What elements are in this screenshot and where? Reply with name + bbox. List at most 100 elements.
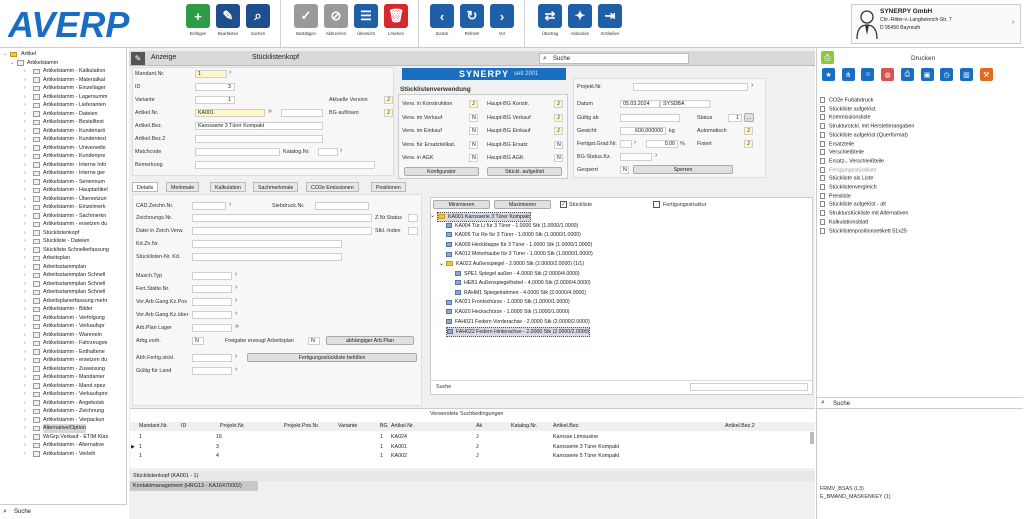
print-report-item[interactable]: Ersatz-, Verschleißteile (820, 157, 884, 164)
table-cell[interactable]: J (476, 434, 479, 440)
tree-item[interactable]: › Artikelstamm - Universelle (0, 144, 126, 153)
print-report-item[interactable]: Preisliste (820, 192, 851, 199)
tree-item[interactable]: › Arbeitsplan (0, 254, 126, 263)
toolbar-button-check[interactable]: ✓ Bestätigen (291, 4, 321, 44)
print-report-item[interactable]: CO2e Fußabdruck (820, 97, 873, 103)
double-chevron-icon[interactable]: » (268, 108, 272, 115)
tree-item[interactable]: › Alternative/Option (0, 424, 126, 433)
matchcode-field[interactable] (195, 148, 280, 156)
chevron-down-icon[interactable]: ⌄ (3, 51, 8, 57)
chevron-right-icon[interactable]: › (24, 187, 26, 193)
tree-item[interactable]: › Arbeitsstammplan Schnell (0, 280, 126, 289)
chevron-right-icon[interactable]: › (235, 366, 238, 373)
tree-item[interactable]: › Artikelstamm - Lieferanten (0, 101, 126, 110)
print-report-item[interactable]: Stückliste aufgelöst - alt (820, 201, 886, 208)
tree-item[interactable]: › Artikelstamm - Verkaufspre (0, 390, 126, 399)
verwendung-field[interactable]: N (469, 113, 478, 122)
artikelnr-extra-field[interactable] (281, 109, 323, 117)
tree-item[interactable]: › Artikelstamm - Zuweisung (0, 365, 126, 374)
print-report-item[interactable]: Stückliste aufgelöst (Querformat) (820, 131, 908, 138)
tree-item[interactable]: › Artikelstamm - Verleih (0, 450, 126, 459)
double-chevron-icon[interactable]: » (235, 323, 239, 330)
tree-item[interactable]: › Stückliste Schnellerfassung (0, 246, 126, 255)
people-icon[interactable]: ☺ (861, 68, 875, 81)
tree-item[interactable]: › Artikelstamm - Verkaufspr (0, 322, 126, 331)
chevron-right-icon[interactable]: › (1012, 19, 1015, 26)
tree-item[interactable]: › Artikelstamm - Einzellager (0, 84, 126, 93)
tree-item[interactable]: › Artikelstamm - ersetzen du (0, 220, 126, 229)
print-search-input[interactable]: ⌕ Suche (817, 397, 1023, 409)
bemerkung-field[interactable] (195, 161, 375, 169)
chevron-right-icon[interactable]: › (24, 221, 26, 227)
gueltig-land-field[interactable] (192, 367, 232, 375)
toolbar-button-pencil[interactable]: ✎ Bearbeiten (213, 4, 243, 44)
fertigst-percent-field[interactable]: 0,00 (646, 140, 678, 148)
chevron-right-icon[interactable]: › (24, 85, 26, 91)
bom-tree-item[interactable]: KA021 Frontschürze - 1.0000 Stk (1.0000/… (446, 298, 570, 306)
tree-item[interactable]: › Artikelstamm - Hauptartikel (0, 186, 126, 195)
arbplan-field[interactable] (192, 324, 232, 332)
tree-search-input[interactable]: ⌕ Suche (0, 504, 127, 519)
bom-search-input[interactable] (690, 383, 808, 391)
tree-item[interactable]: › Arbeitsstammplan Schnell (0, 271, 126, 280)
chevron-right-icon[interactable]: › (24, 306, 26, 312)
bom-tree-item[interactable]: KA020 Heckschürze - 1.0000 Stk (1.0000/1… (446, 308, 569, 316)
chevron-right-icon[interactable]: › (24, 280, 26, 287)
header-search-input[interactable]: ⌕ Suche (539, 53, 689, 64)
chevron-right-icon[interactable]: › (24, 365, 26, 372)
chevron-right-icon[interactable]: › (24, 178, 26, 185)
artikelbez2-field[interactable] (195, 135, 323, 143)
toolbar-button-chevron-right[interactable]: › Vor (487, 4, 517, 44)
tree-item[interactable]: › Artikelstamm - Bestelltext (0, 118, 126, 127)
toolbar-button-plus[interactable]: + Einfügen (183, 4, 213, 44)
haupt-bg-field[interactable]: N (554, 154, 563, 162)
datei-field[interactable] (192, 227, 372, 235)
chevron-right-icon[interactable]: › (24, 289, 26, 295)
zeichnungs-field[interactable] (192, 214, 372, 222)
bom-tree-item[interactable]: RAHM1 Spiegelrahmen - 4.0000 Stk (2.0000… (455, 289, 586, 297)
printer-icon[interactable]: ⎙ (821, 51, 834, 64)
status-field[interactable]: 1 (728, 114, 742, 122)
tab-positionen[interactable]: Positionen (371, 182, 406, 192)
print-report-item[interactable]: Stückliste aufgelöst (820, 105, 875, 112)
mandant-field[interactable]: 1 (195, 70, 227, 78)
hierarchy-icon[interactable]: ⋔ (841, 68, 855, 81)
tab-details[interactable]: Details (132, 182, 159, 192)
chevron-right-icon[interactable]: › (24, 127, 26, 134)
verwendung-field[interactable]: N (469, 140, 478, 149)
maschtyp-field[interactable] (192, 272, 232, 280)
suchbed-scrollbar[interactable] (810, 432, 814, 444)
print-report-item[interactable]: Strukturstckl. mit Herstellerangaben (820, 123, 914, 130)
vorarb-ueb-field[interactable] (192, 311, 232, 319)
cad-field[interactable] (192, 202, 226, 210)
tree-item[interactable]: › Stücklistenkopf (0, 229, 126, 238)
tree-item[interactable]: › Artikelstamm - Bilder (0, 305, 126, 314)
toolbar-button-pin[interactable]: ✦ Abdocken (565, 4, 595, 44)
toolbar-button-refresh[interactable]: ↻ Refresh (457, 4, 487, 44)
vorarb-pos-field[interactable] (192, 298, 232, 306)
tree-item[interactable]: › Artikelstamm - Alternative (0, 441, 126, 450)
tree-item[interactable]: › Artikelstamm - Seriennum (0, 178, 126, 187)
stklnr-field[interactable] (192, 253, 342, 261)
status-more-button[interactable]: ... (744, 113, 754, 122)
tree-item[interactable]: › Arbeitsstammplan (0, 263, 126, 272)
tree-item[interactable]: › Arbeitsplanerfassung mehr (0, 297, 126, 306)
chevron-right-icon[interactable]: › (24, 340, 26, 346)
verwendung-field[interactable]: N (469, 127, 478, 135)
bgstatus-field[interactable] (620, 153, 652, 161)
tree-item[interactable]: › Artikelstamm - Angebotsk (0, 399, 126, 408)
tab-co2e-emissionen[interactable]: CO2e Emissionen (306, 182, 359, 192)
table-cell[interactable]: KA001 (391, 443, 407, 450)
chevron-right-icon[interactable]: › (24, 450, 26, 457)
table-cell[interactable]: 4 (216, 453, 219, 459)
chevron-right-icon[interactable]: › (24, 229, 26, 236)
bom-tree-item[interactable]: KA005 Tür Re für 3 Türer - 1.0000 Stk (1… (446, 231, 581, 239)
aktuelle-version-field[interactable]: J (384, 96, 393, 104)
chevron-down-icon[interactable]: ⌄ (439, 261, 445, 267)
tree-item[interactable]: › Artikelstamm - Übersetzun (0, 195, 126, 204)
chevron-right-icon[interactable]: › (24, 110, 26, 117)
gueltig-field[interactable] (620, 114, 680, 122)
chevron-right-icon[interactable]: › (24, 382, 26, 389)
bom-tree-item[interactable]: KA001 Karosserie 3 Türer Kompakt (437, 212, 531, 222)
chevron-right-icon[interactable]: › (24, 331, 26, 338)
